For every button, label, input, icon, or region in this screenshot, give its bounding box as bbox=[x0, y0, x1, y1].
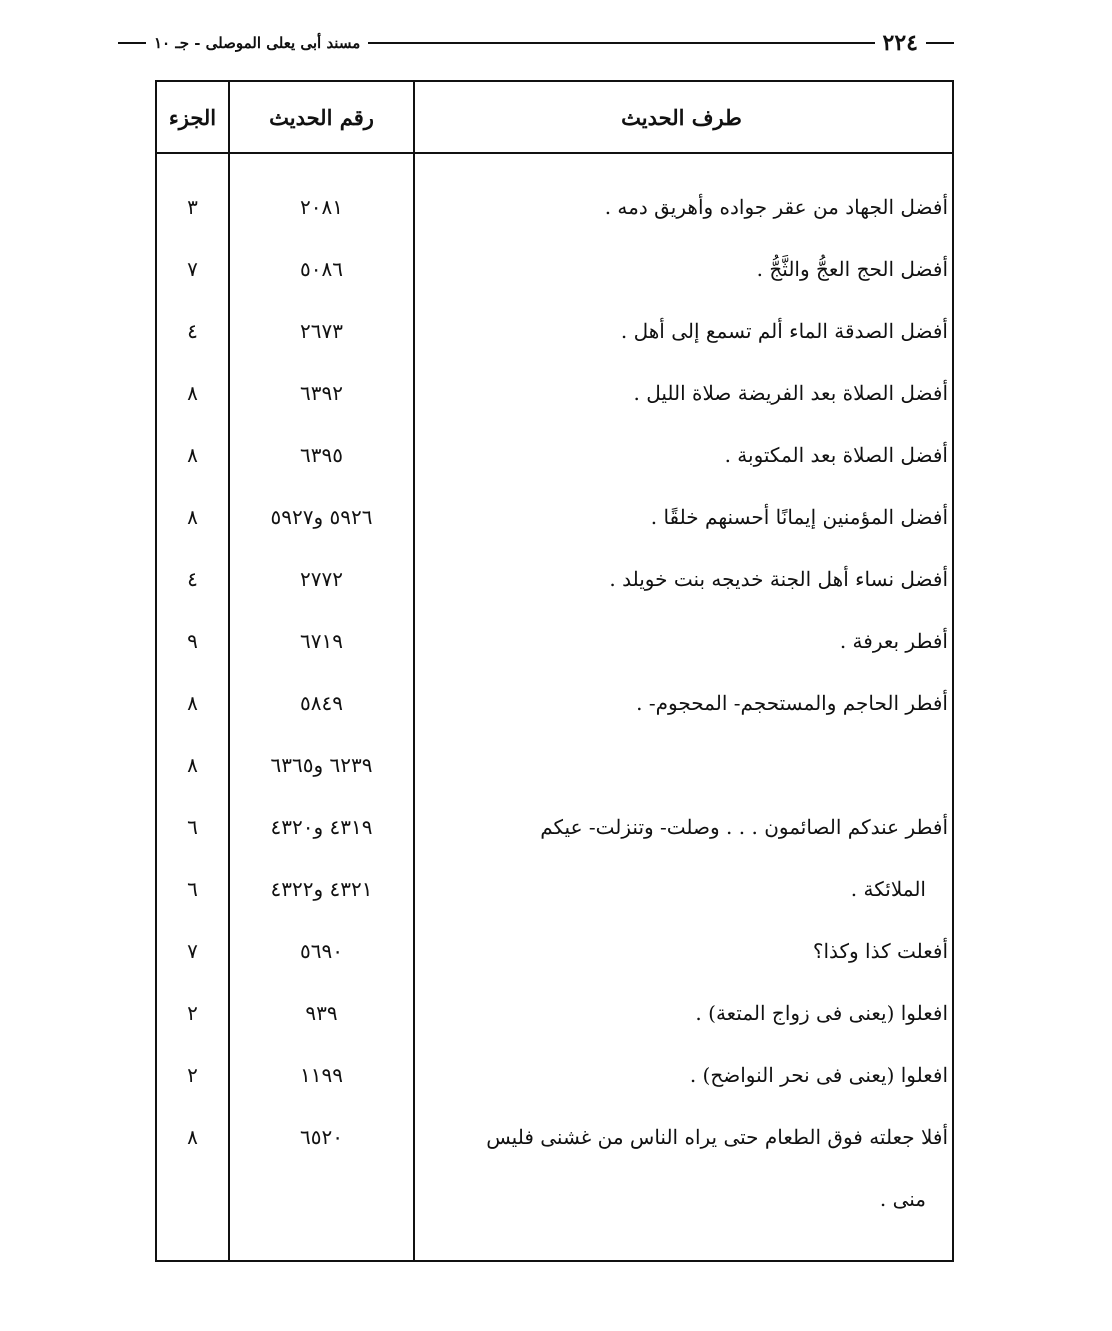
volume-number: ٨ bbox=[155, 1106, 230, 1168]
running-title: مسند أبى يعلى الموصلى - جـ ١٠ bbox=[154, 34, 361, 52]
hadith-text: أفضل الصدقة الماء ألم تسمع إلى أهل . bbox=[413, 300, 954, 362]
volume-number bbox=[155, 1168, 230, 1230]
header-hadith-number: رقم الحديث bbox=[228, 81, 415, 154]
volume-number: ٢ bbox=[155, 982, 230, 1044]
table-row: أفطر عندكم الصائمون . . . وصلت- وتنزلت- … bbox=[155, 796, 954, 858]
hadith-number: ٢٦٧٣ bbox=[228, 300, 415, 362]
hadith-text: أفطر الحاجم والمستحجم- المحجوم- . bbox=[413, 672, 954, 734]
hadith-number: ٤٣١٩ و٤٣٢٠ bbox=[228, 796, 415, 858]
hadith-text: أفعلت كذا وكذا؟ bbox=[413, 920, 954, 982]
hadith-number: ٦٢٣٩ و٦٣٦٥ bbox=[228, 734, 415, 796]
table-row: أفعلت كذا وكذا؟ ٥٦٩٠ ٧ bbox=[155, 920, 954, 982]
table-header-row: طرف الحديث رقم الحديث الجزء bbox=[155, 81, 954, 154]
table-row: افعلوا (يعنى فى نحر النواضح) . ١١٩٩ ٢ bbox=[155, 1044, 954, 1106]
hadith-index-table: طرف الحديث رقم الحديث الجزء أفضل الجهاد … bbox=[155, 80, 954, 1262]
header-hadith-text: طرف الحديث bbox=[413, 81, 954, 154]
hadith-number: ٩٣٩ bbox=[228, 982, 415, 1044]
hadith-text: أفضل الصلاة بعد الفريضة صلاة الليل . bbox=[413, 362, 954, 424]
volume-number: ٦ bbox=[155, 796, 230, 858]
hadith-text: أفضل الجهاد من عقر جواده وأهريق دمه . bbox=[413, 176, 954, 238]
table-row: منى . bbox=[155, 1168, 954, 1230]
volume-number: ٨ bbox=[155, 424, 230, 486]
hadith-number: ٥٦٩٠ bbox=[228, 920, 415, 982]
hadith-number: ٥٠٨٦ bbox=[228, 238, 415, 300]
hadith-text bbox=[413, 734, 954, 796]
table-row: أفضل الحج العجُّ والثَّجُّ . ٥٠٨٦ ٧ bbox=[155, 238, 954, 300]
page-number: ٢٢٤ bbox=[882, 30, 918, 56]
volume-number: ٧ bbox=[155, 238, 230, 300]
volume-number: ٢ bbox=[155, 1044, 230, 1106]
table-row: أفطر بعرفة . ٦٧١٩ ٩ bbox=[155, 610, 954, 672]
hadith-text: أفضل الصلاة بعد المكتوبة . bbox=[413, 424, 954, 486]
divider bbox=[118, 42, 146, 44]
table-row: افعلوا (يعنى فى زواج المتعة) . ٩٣٩ ٢ bbox=[155, 982, 954, 1044]
divider bbox=[368, 42, 875, 44]
table-row: أفضل نساء أهل الجنة خديجه بنت خويلد . ٢٧٧… bbox=[155, 548, 954, 610]
volume-number: ٩ bbox=[155, 610, 230, 672]
hadith-number: ٦٣٩٢ bbox=[228, 362, 415, 424]
hadith-text: أفطر عندكم الصائمون . . . وصلت- وتنزلت- … bbox=[413, 796, 954, 858]
volume-number: ٦ bbox=[155, 858, 230, 920]
hadith-text: أفطر بعرفة . bbox=[413, 610, 954, 672]
hadith-number: ١١٩٩ bbox=[228, 1044, 415, 1106]
hadith-number: ٢٧٧٢ bbox=[228, 548, 415, 610]
volume-number: ٨ bbox=[155, 362, 230, 424]
table-row: أفضل المؤمنين إيمانًا أحسنهم خلقًا . ٥٩٢٦… bbox=[155, 486, 954, 548]
hadith-text: أفلا جعلته فوق الطعام حتى يراه الناس من … bbox=[413, 1106, 954, 1168]
hadith-number: ٦٥٢٠ bbox=[228, 1106, 415, 1168]
volume-number: ٨ bbox=[155, 734, 230, 796]
table-row: أفلا جعلته فوق الطعام حتى يراه الناس من … bbox=[155, 1106, 954, 1168]
table-row: أفضل الصدقة الماء ألم تسمع إلى أهل . ٢٦٧٣… bbox=[155, 300, 954, 362]
volume-number: ٨ bbox=[155, 672, 230, 734]
volume-number: ٣ bbox=[155, 176, 230, 238]
volume-number: ٤ bbox=[155, 300, 230, 362]
divider bbox=[926, 42, 954, 44]
table-row: ٦٢٣٩ و٦٣٦٥ ٨ bbox=[155, 734, 954, 796]
hadith-text: أفضل الحج العجُّ والثَّجُّ . bbox=[413, 238, 954, 300]
volume-number: ٨ bbox=[155, 486, 230, 548]
table-row: الملائكة . ٤٣٢١ و٤٣٢٢ ٦ bbox=[155, 858, 954, 920]
hadith-text: افعلوا (يعنى فى زواج المتعة) . bbox=[413, 982, 954, 1044]
hadith-number bbox=[228, 1168, 415, 1230]
hadith-text: منى . bbox=[413, 1168, 954, 1230]
hadith-text: الملائكة . bbox=[413, 858, 954, 920]
running-head: ٢٢٤ مسند أبى يعلى الموصلى - جـ ١٠ bbox=[118, 28, 954, 58]
volume-number: ٧ bbox=[155, 920, 230, 982]
hadith-number: ٢٠٨١ bbox=[228, 176, 415, 238]
table-row: أفضل الجهاد من عقر جواده وأهريق دمه . ٢٠٨… bbox=[155, 176, 954, 238]
table-row: أفضل الصلاة بعد الفريضة صلاة الليل . ٦٣٩٢… bbox=[155, 362, 954, 424]
hadith-text: أفضل نساء أهل الجنة خديجه بنت خويلد . bbox=[413, 548, 954, 610]
spacer-row bbox=[155, 1230, 954, 1261]
hadith-number: ٥٩٢٦ و٥٩٢٧ bbox=[228, 486, 415, 548]
table-row: أفضل الصلاة بعد المكتوبة . ٦٣٩٥ ٨ bbox=[155, 424, 954, 486]
hadith-number: ٦٣٩٥ bbox=[228, 424, 415, 486]
volume-number: ٤ bbox=[155, 548, 230, 610]
hadith-text: أفضل المؤمنين إيمانًا أحسنهم خلقًا . bbox=[413, 486, 954, 548]
hadith-number: ٦٧١٩ bbox=[228, 610, 415, 672]
hadith-number: ٤٣٢١ و٤٣٢٢ bbox=[228, 858, 415, 920]
header-volume: الجزء bbox=[155, 81, 230, 154]
hadith-text: افعلوا (يعنى فى نحر النواضح) . bbox=[413, 1044, 954, 1106]
hadith-number: ٥٨٤٩ bbox=[228, 672, 415, 734]
spacer-row bbox=[155, 153, 954, 176]
table-row: أفطر الحاجم والمستحجم- المحجوم- . ٥٨٤٩ ٨ bbox=[155, 672, 954, 734]
